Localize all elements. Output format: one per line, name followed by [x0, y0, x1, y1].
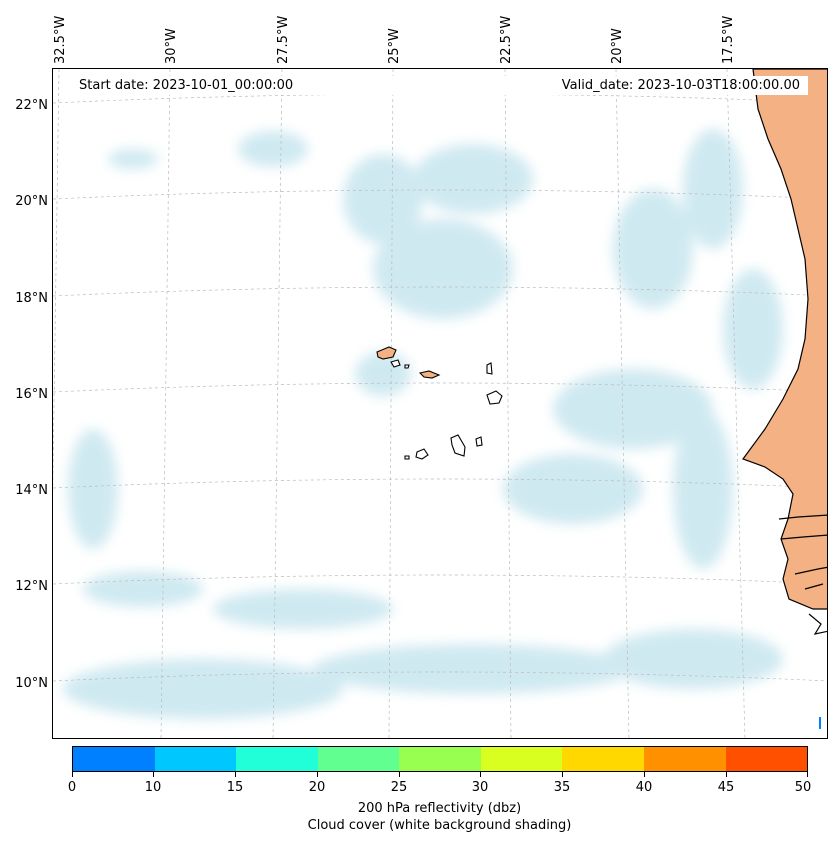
reflectivity-speck [819, 717, 821, 729]
colorbar-tick-2 [235, 772, 236, 777]
island-fogo [415, 448, 429, 460]
island-santiago [450, 434, 466, 457]
lat-label-20n: 20°N [15, 194, 48, 209]
colorbar-title: 200 hPa reflectivity (dbz) [357, 801, 522, 816]
gambia-coast [778, 514, 827, 540]
graticule [53, 69, 827, 738]
colorbar-segment-4 [399, 747, 481, 771]
colorbar-label-35: 35 [553, 780, 571, 795]
lon-label-20w: 20°W [610, 28, 625, 64]
map-canvas [53, 69, 827, 738]
island-santo-antao [376, 346, 397, 360]
colorbar-label-10: 10 [144, 780, 162, 795]
island-brava [404, 455, 410, 460]
start-date-label: Start date: 2023-10-01_00:00:00 [79, 78, 294, 93]
cloud-cover-shading [63, 129, 783, 719]
colorbar-segment-2 [236, 747, 318, 771]
colorbar-tick-1 [153, 772, 154, 777]
island-sao-vicente [390, 359, 401, 368]
lon-label-17-5w: 17.5°W [721, 15, 736, 64]
lat-label-22n: 22°N [15, 98, 48, 113]
date-annotation-bar [72, 76, 808, 95]
colorbar-label-0: 0 [67, 780, 77, 795]
lon-label-22-5w: 22.5°W [499, 15, 514, 64]
colorbar-tick-5 [480, 772, 481, 777]
reflectivity-colorbar [72, 746, 808, 772]
colorbar-label-20: 20 [308, 780, 326, 795]
colorbar-label-30: 30 [471, 780, 489, 795]
colorbar-segment-6 [562, 747, 644, 771]
colorbar-tick-7 [644, 772, 645, 777]
lon-label-25w: 25°W [387, 28, 402, 64]
colorbar-label-25: 25 [390, 780, 408, 795]
colorbar-segment-0 [73, 747, 155, 771]
lat-label-10n: 10°N [15, 676, 48, 691]
colorbar-label-50: 50 [794, 780, 812, 795]
lat-label-18n: 18°N [15, 291, 48, 306]
colorbar-segment-1 [154, 747, 237, 771]
lat-label-14n: 14°N [15, 483, 48, 498]
lon-label-32-5w: 32.5°W [53, 15, 68, 64]
africa-coast [742, 69, 827, 635]
colorbar-tick-9 [807, 772, 808, 777]
lon-label-27-5w: 27.5°W [276, 15, 291, 64]
island-boa-vista [486, 390, 503, 405]
africa-land [742, 69, 827, 610]
lat-label-16n: 16°N [15, 387, 48, 402]
colorbar-tick-6 [562, 772, 563, 777]
colorbar-tick-4 [399, 772, 400, 777]
island-sao-nicolau [418, 370, 441, 379]
island-maio [475, 436, 483, 447]
island-santa-luzia [404, 364, 410, 369]
guinea-bissau-coast [794, 566, 827, 635]
colorbar-tick-0 [72, 772, 73, 777]
colorbar-tick-8 [726, 772, 727, 777]
colorbar-label-40: 40 [635, 780, 653, 795]
valid-date-label: Valid_date: 2023-10-03T18:00:00.00 [561, 78, 800, 93]
cape-verde-islands [376, 346, 503, 460]
lon-label-30w: 30°W [164, 28, 179, 64]
colorbar-label-15: 15 [226, 780, 244, 795]
colorbar-segment-5 [480, 747, 563, 771]
island-sal [486, 362, 493, 375]
colorbar-segment-8 [725, 747, 808, 771]
colorbar-label-45: 45 [717, 780, 735, 795]
colorbar-tick-3 [317, 772, 318, 777]
lat-label-12n: 12°N [15, 579, 48, 594]
map-panel [52, 68, 828, 739]
colorbar-segment-3 [317, 747, 400, 771]
colorbar-segment-7 [643, 747, 726, 771]
colorbar-subtitle: Cloud cover (white background shading) [307, 818, 572, 833]
